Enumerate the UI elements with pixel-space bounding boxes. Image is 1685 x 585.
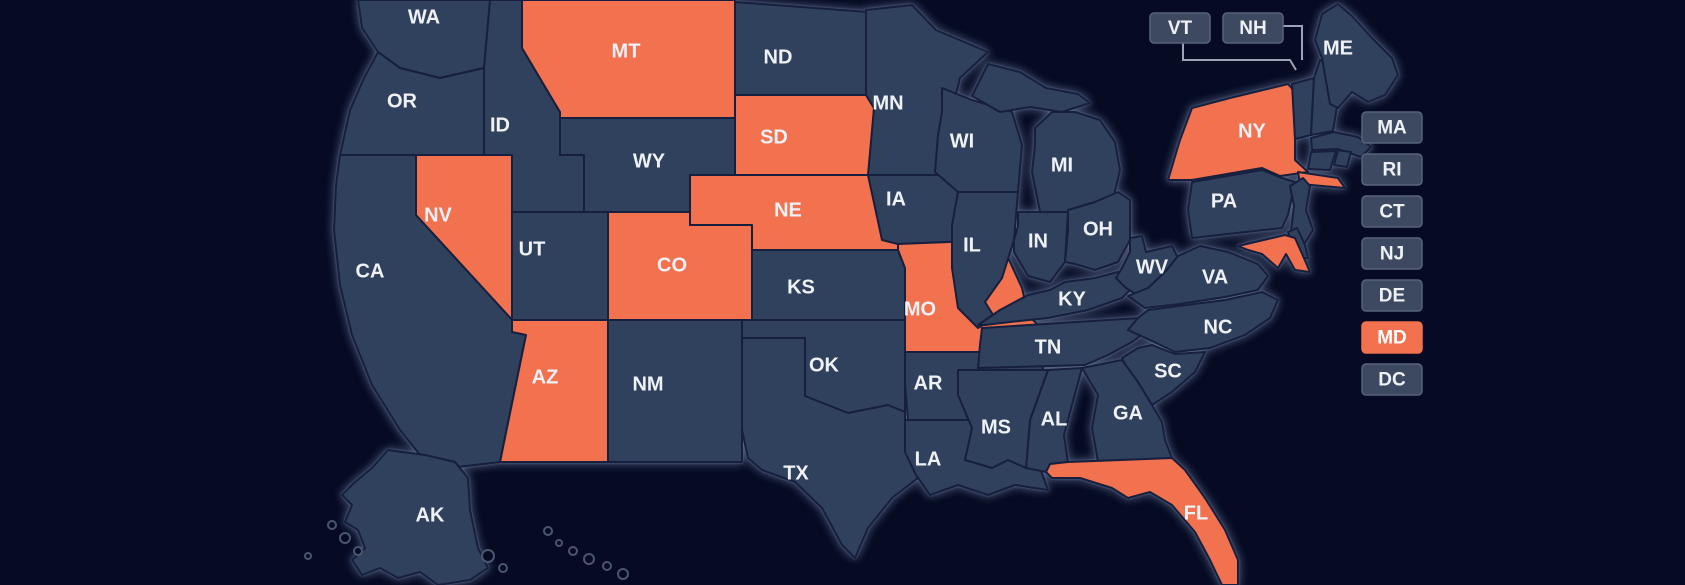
island-icon (555, 539, 563, 547)
state-ms[interactable] (957, 369, 1049, 469)
island-icon (498, 563, 508, 573)
island-icon (602, 561, 612, 571)
state-wv[interactable] (1115, 235, 1179, 299)
country-outline-group (333, 0, 1399, 585)
callout-box-nj[interactable] (1361, 237, 1423, 270)
callout-box-de[interactable] (1361, 279, 1423, 312)
state-ny[interactable] (1167, 83, 1309, 181)
callout-vt[interactable]: VT (1149, 12, 1211, 44)
callout-de[interactable]: DE (1361, 279, 1423, 312)
island-icon (543, 526, 553, 536)
callout-md[interactable]: MD (1361, 321, 1423, 354)
callout-box-md[interactable] (1361, 321, 1423, 354)
callout-box-ma[interactable] (1361, 111, 1423, 144)
state-md_state[interactable] (1237, 234, 1311, 273)
state-tx[interactable] (741, 337, 919, 559)
state-nd[interactable] (734, 1, 869, 96)
callout-nj[interactable]: NJ (1361, 237, 1423, 270)
island-icon (568, 546, 578, 556)
island-icon (304, 552, 312, 560)
island-icon (617, 568, 629, 580)
island-icon (583, 553, 595, 565)
callout-dc[interactable]: DC (1361, 363, 1423, 396)
state-ut[interactable] (511, 211, 609, 321)
island-icon (353, 546, 363, 556)
island-icon (327, 520, 337, 530)
state-fl[interactable] (1045, 457, 1239, 585)
callout-ri[interactable]: RI (1361, 153, 1423, 186)
state-nc[interactable] (1127, 291, 1279, 353)
state-ks[interactable] (751, 249, 906, 321)
callout-box-ri[interactable] (1361, 153, 1423, 186)
state-ct_state[interactable] (1307, 150, 1337, 171)
callout-box-nh[interactable] (1222, 12, 1284, 44)
state-sd[interactable] (734, 94, 875, 176)
state-ga[interactable] (1081, 359, 1173, 463)
island-outlines (304, 520, 629, 580)
vt-connector (1182, 43, 1297, 71)
callout-box-ct[interactable] (1361, 195, 1423, 228)
state-mi[interactable] (1031, 111, 1121, 213)
callout-box-vt[interactable] (1149, 12, 1211, 44)
state-oh[interactable] (1064, 191, 1131, 271)
callout-box-dc[interactable] (1361, 363, 1423, 396)
state-nm[interactable] (607, 319, 743, 463)
island-icon (339, 532, 351, 544)
state-va[interactable] (1127, 245, 1269, 309)
callout-ct[interactable]: CT (1361, 195, 1423, 228)
state-mt[interactable] (521, 0, 736, 119)
state-ma_state[interactable] (1310, 131, 1372, 158)
state-ak[interactable] (341, 449, 489, 585)
island-icon (481, 549, 495, 563)
state-in[interactable] (1013, 211, 1069, 283)
state-mi_up[interactable] (971, 63, 1091, 113)
nh-connector (1283, 25, 1303, 60)
callout-ma[interactable]: MA (1361, 111, 1423, 144)
state-ri_state[interactable] (1333, 149, 1352, 168)
state-me[interactable] (1314, 3, 1399, 109)
callout-nh[interactable]: NH (1222, 12, 1284, 44)
state-co[interactable] (607, 211, 753, 321)
state-pa[interactable] (1187, 169, 1296, 239)
